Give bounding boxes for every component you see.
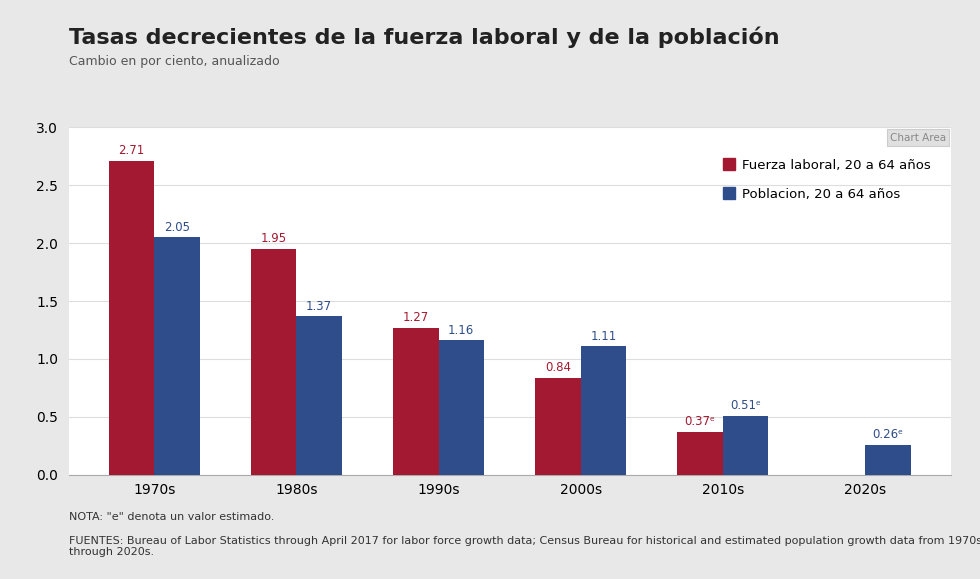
Text: 2.05: 2.05 bbox=[164, 221, 190, 234]
Text: 1.95: 1.95 bbox=[261, 233, 287, 245]
Bar bbox=[865, 445, 910, 475]
Bar bbox=[154, 237, 200, 475]
Text: 0.51ᵉ: 0.51ᵉ bbox=[730, 400, 761, 412]
Text: 0.84: 0.84 bbox=[545, 361, 571, 374]
Bar bbox=[535, 378, 581, 475]
Text: 1.11: 1.11 bbox=[590, 330, 616, 343]
Bar bbox=[393, 328, 438, 475]
Bar bbox=[677, 432, 723, 475]
Text: Cambio en por ciento, anualizado: Cambio en por ciento, anualizado bbox=[69, 55, 279, 68]
Text: Tasas decrecientes de la fuerza laboral y de la población: Tasas decrecientes de la fuerza laboral … bbox=[69, 26, 779, 47]
Text: Chart Area: Chart Area bbox=[890, 133, 947, 142]
Bar bbox=[109, 161, 154, 475]
Text: NOTA: "e" denota un valor estimado.: NOTA: "e" denota un valor estimado. bbox=[69, 512, 274, 522]
Bar bbox=[438, 340, 484, 475]
Text: 2.71: 2.71 bbox=[119, 145, 145, 157]
Bar bbox=[251, 249, 296, 475]
Text: FUENTES: Bureau of Labor Statistics through April 2017 for labor force growth da: FUENTES: Bureau of Labor Statistics thro… bbox=[69, 536, 980, 557]
Text: 1.27: 1.27 bbox=[403, 312, 429, 324]
Bar bbox=[296, 316, 342, 475]
Text: 1.16: 1.16 bbox=[448, 324, 474, 337]
Bar bbox=[581, 346, 626, 475]
Legend: Fuerza laboral, 20 a 64 años, Poblacion, 20 a 64 años: Fuerza laboral, 20 a 64 años, Poblacion,… bbox=[722, 158, 931, 201]
Text: 0.26ᵉ: 0.26ᵉ bbox=[872, 428, 904, 441]
Text: 0.37ᵉ: 0.37ᵉ bbox=[685, 416, 715, 428]
Bar bbox=[723, 416, 768, 475]
Text: 1.37: 1.37 bbox=[306, 300, 332, 313]
